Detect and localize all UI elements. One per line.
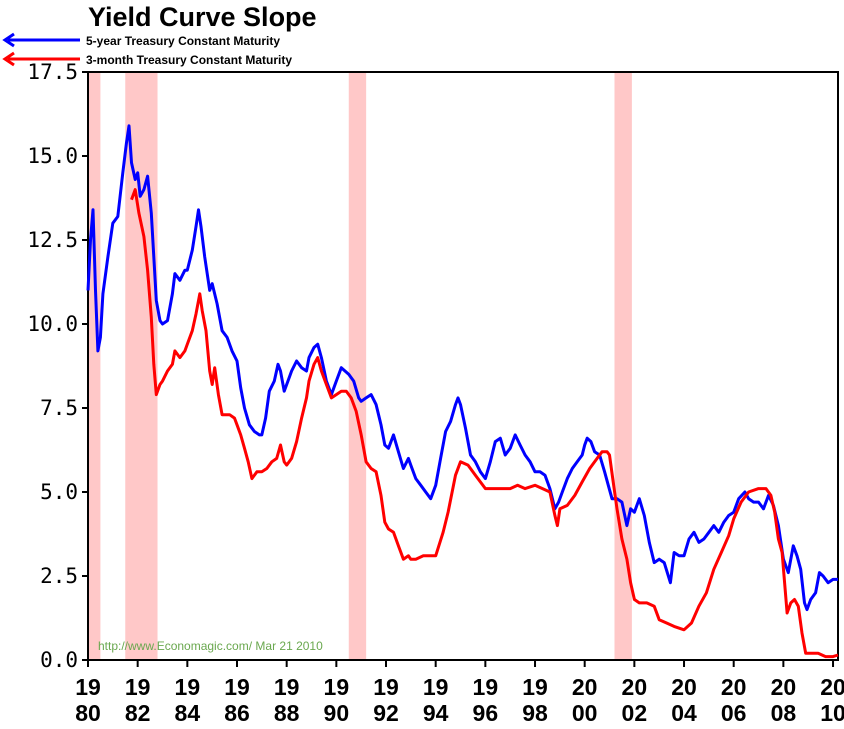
x-tick-label-year: 96 — [473, 700, 499, 726]
x-tick-label-year: 00 — [572, 700, 598, 726]
x-tick-label-century: 20 — [622, 674, 648, 700]
y-tick-label: 0.0 — [40, 648, 78, 672]
x-tick-label-century: 19 — [75, 674, 101, 700]
x-tick-label-year: 86 — [224, 700, 250, 726]
legend-arrow-blue-icon — [2, 32, 80, 48]
tick-labels: 0.02.55.07.510.012.515.017.5198019821984… — [27, 60, 844, 726]
x-tick-label-century: 20 — [820, 674, 844, 700]
x-tick-label-year: 82 — [125, 700, 151, 726]
source-credit: http://www.Economagic.com/ Mar 21 2010 — [98, 639, 323, 653]
series-line-3mo — [130, 188, 839, 659]
recession-band-2 — [348, 72, 367, 660]
x-tick-label-year: 08 — [771, 700, 797, 726]
series-line-5yr — [86, 124, 838, 612]
x-tick-label-year: 90 — [324, 700, 350, 726]
x-tick-label-century: 20 — [671, 674, 697, 700]
y-tick-label: 10.0 — [27, 312, 78, 336]
x-tick-label-year: 94 — [423, 700, 449, 726]
x-tick-label-century: 19 — [324, 674, 350, 700]
x-tick-label-century: 19 — [373, 674, 399, 700]
x-tick-label-century: 19 — [522, 674, 548, 700]
legend-arrow-red-icon — [2, 51, 80, 67]
x-tick-label-year: 80 — [75, 700, 101, 726]
legend: 5-year Treasury Constant Maturity 3-mont… — [2, 32, 292, 67]
x-tick-label-century: 20 — [721, 674, 747, 700]
x-tick-label-year: 88 — [274, 700, 300, 726]
recession-band-0 — [88, 72, 101, 660]
x-tick-label-year: 92 — [373, 700, 399, 726]
series-lines — [86, 124, 839, 659]
recession-bands — [88, 72, 632, 660]
recession-band-1 — [125, 72, 158, 660]
x-tick-label-century: 20 — [572, 674, 598, 700]
chart-title: Yield Curve Slope — [88, 2, 317, 32]
plot-frame — [87, 71, 839, 661]
legend-label-3mo: 3-month Treasury Constant Maturity — [86, 53, 292, 67]
y-tick-label: 7.5 — [40, 396, 78, 420]
x-tick-label-year: 04 — [671, 700, 697, 726]
x-tick-label-year: 98 — [522, 700, 548, 726]
legend-label-5yr: 5-year Treasury Constant Maturity — [86, 34, 280, 48]
y-tick-label: 12.5 — [27, 228, 78, 252]
x-tick-label-century: 19 — [224, 674, 250, 700]
y-tick-label: 15.0 — [27, 144, 78, 168]
y-tick-label: 5.0 — [40, 480, 78, 504]
x-tick-label-year: 10 — [820, 700, 844, 726]
x-tick-label-year: 84 — [175, 700, 201, 726]
x-tick-label-century: 20 — [771, 674, 797, 700]
x-tick-label-year: 02 — [622, 700, 648, 726]
y-tick-label: 2.5 — [40, 564, 78, 588]
x-tick-label-year: 06 — [721, 700, 747, 726]
x-tick-label-century: 19 — [175, 674, 201, 700]
y-tick-label: 17.5 — [27, 60, 78, 84]
x-tick-label-century: 19 — [423, 674, 449, 700]
axes — [82, 71, 839, 667]
x-tick-label-century: 19 — [274, 674, 300, 700]
x-tick-label-century: 19 — [473, 674, 499, 700]
x-tick-label-century: 19 — [125, 674, 151, 700]
